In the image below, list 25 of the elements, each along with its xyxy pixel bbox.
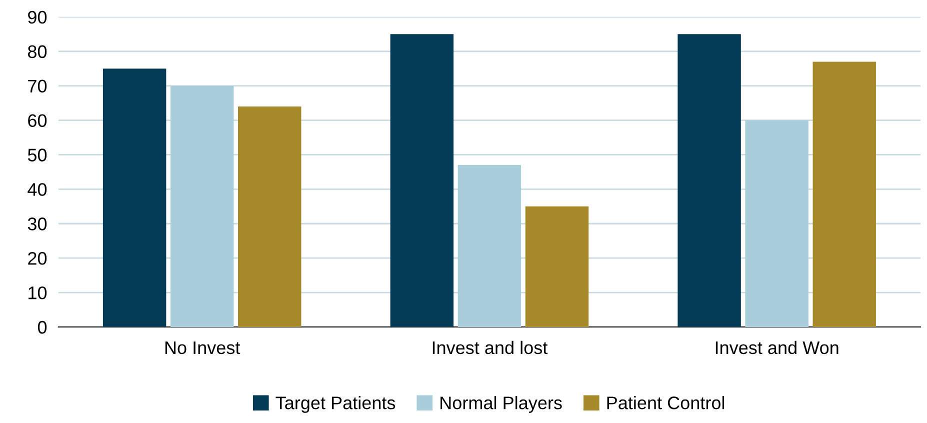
y-tick-label: 20 [28,252,47,265]
bar [812,62,876,327]
bar [678,34,741,327]
y-tick-label: 40 [28,183,47,196]
y-tick-label: 50 [28,148,47,162]
bar [458,165,522,327]
bar [525,206,589,327]
x-tick-label: No Invest [165,342,240,354]
legend-label: Patient Control [607,396,724,410]
y-tick-label: 30 [28,218,47,230]
bar [102,68,166,327]
legend-label: Normal Players [440,396,562,413]
x-tick-label: Invest and lost [432,340,548,354]
legend-label: Target Patients [276,396,396,413]
y-tick-label: 0 [38,320,47,334]
y-tick-label: 90 [28,10,47,24]
bar [390,34,454,327]
y-tick-label: 60 [28,114,47,127]
x-tick-label: Invest and Won [716,340,838,354]
y-tick-label: 70 [28,80,47,93]
y-tick-label: 80 [28,45,47,58]
bar [238,106,302,327]
bar [170,86,234,327]
bar [745,120,808,327]
y-tick-label: 10 [28,286,47,300]
